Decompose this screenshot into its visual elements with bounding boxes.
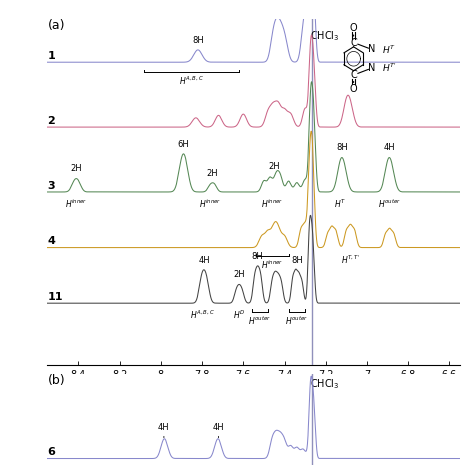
Text: $H^{inner}$: $H^{inner}$ xyxy=(199,198,221,210)
Text: $H^{A,B,C}$: $H^{A,B,C}$ xyxy=(190,309,215,321)
Text: $H^{T,T'}$: $H^{T,T'}$ xyxy=(341,253,360,265)
Text: (b): (b) xyxy=(47,374,65,387)
Text: $H^{inner}$: $H^{inner}$ xyxy=(261,198,283,210)
Text: 1: 1 xyxy=(47,51,55,61)
Text: 2: 2 xyxy=(47,116,55,126)
Text: 4H: 4H xyxy=(158,423,170,432)
Text: 8H: 8H xyxy=(291,255,303,264)
Text: $H^{outer}$: $H^{outer}$ xyxy=(378,198,401,210)
Text: $H^{inner}$: $H^{inner}$ xyxy=(261,259,283,271)
Text: 2H: 2H xyxy=(71,164,82,173)
Text: 4H: 4H xyxy=(213,423,224,432)
Text: 8H: 8H xyxy=(252,252,264,261)
Text: $H^{inner}$: $H^{inner}$ xyxy=(65,198,88,210)
Text: O: O xyxy=(350,23,357,33)
Text: 11: 11 xyxy=(47,292,63,302)
Text: $H^{T'}$: $H^{T'}$ xyxy=(382,62,397,74)
Text: (a): (a) xyxy=(47,19,65,32)
Text: C: C xyxy=(350,38,357,48)
Text: $H^{outer}$: $H^{outer}$ xyxy=(285,314,309,327)
Text: $H^T$: $H^T$ xyxy=(334,198,346,210)
Text: O: O xyxy=(350,84,357,94)
Text: $H^{outer}$: $H^{outer}$ xyxy=(248,314,271,327)
Text: 8H: 8H xyxy=(337,144,348,153)
Text: $H^T$: $H^T$ xyxy=(382,43,396,55)
Text: 2H: 2H xyxy=(207,169,218,178)
Text: $H^D$: $H^D$ xyxy=(233,309,246,321)
Text: N: N xyxy=(368,45,376,55)
Text: 4H: 4H xyxy=(198,255,210,264)
Text: $\delta$ppm: $\delta$ppm xyxy=(429,386,460,400)
Text: CHCl$_3$: CHCl$_3$ xyxy=(310,377,340,391)
Text: 8H: 8H xyxy=(192,36,204,45)
Text: 6H: 6H xyxy=(178,140,189,148)
Text: 2H: 2H xyxy=(233,270,245,279)
Text: 4H: 4H xyxy=(384,144,395,153)
Text: $H^{A,B,C}$: $H^{A,B,C}$ xyxy=(179,75,204,87)
Text: C: C xyxy=(350,70,357,80)
Text: 4: 4 xyxy=(47,237,55,246)
Text: 3: 3 xyxy=(47,181,55,191)
Text: 6: 6 xyxy=(47,447,55,457)
Text: CHCl$_3$: CHCl$_3$ xyxy=(310,29,340,43)
Text: N: N xyxy=(368,63,376,73)
Text: 2H: 2H xyxy=(268,162,280,171)
